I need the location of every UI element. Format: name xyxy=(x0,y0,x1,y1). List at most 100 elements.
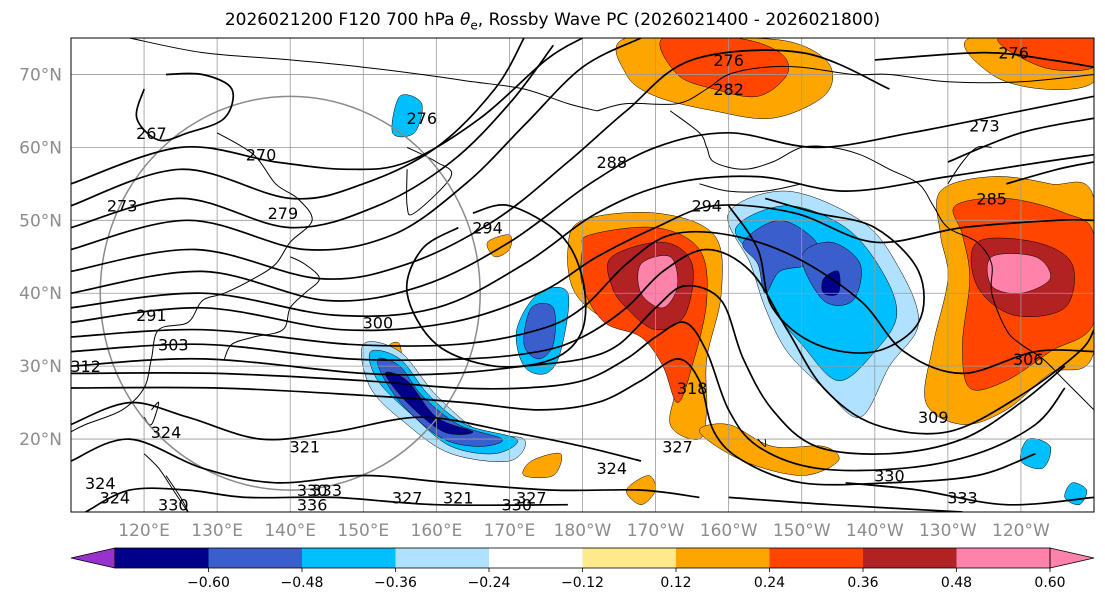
shaded-region xyxy=(384,371,474,435)
latitude-label: 40°N xyxy=(19,284,62,304)
theta-e-contour xyxy=(71,153,1094,318)
latitude-label: 50°N xyxy=(19,211,62,231)
map-title: 2026021200 F120 700 hPa θe, Rossby Wave … xyxy=(0,10,1105,32)
contour-label: 273 xyxy=(969,117,1000,136)
contour-label: 303 xyxy=(158,335,189,354)
colorbar-segment xyxy=(395,548,489,568)
theta-subscript: e xyxy=(470,18,478,33)
colorbar-tick-label: −0.12 xyxy=(561,575,604,591)
theta-e-contour xyxy=(71,38,583,185)
theta-e-contour xyxy=(71,38,525,207)
colorbar-tick-label: −0.36 xyxy=(374,575,417,591)
contour-label: 267 xyxy=(136,124,167,143)
contour-label: 285 xyxy=(976,189,1007,208)
colorbar-tick-label: −0.24 xyxy=(468,575,511,591)
longitude-label: 170°E xyxy=(484,521,536,541)
colorbar-segment xyxy=(302,548,396,568)
contour-label: 306 xyxy=(1013,350,1044,369)
title-suffix: , Rossby Wave PC (2026021400 - 202602180… xyxy=(477,10,881,30)
contour-label: 324 xyxy=(85,474,116,493)
colorbar-segment xyxy=(676,548,770,568)
gray-circle xyxy=(99,95,481,491)
latitude-label: 20°N xyxy=(19,430,62,450)
colorbar-tick-label: 0.24 xyxy=(754,575,785,591)
longitude-label: 150°W xyxy=(773,521,831,541)
colorbar-extend-min xyxy=(70,547,116,569)
contour-label: 327 xyxy=(392,488,423,507)
longitude-label: 170°W xyxy=(627,521,685,541)
colorbar-segment xyxy=(489,548,583,568)
contour-label: 294 xyxy=(691,197,722,216)
theta-e-contour xyxy=(727,197,925,354)
contour-label: 276 xyxy=(998,44,1029,63)
contour-label: 312 xyxy=(70,357,101,376)
theta-e-contour xyxy=(71,321,1066,472)
colorbar-segment xyxy=(863,548,957,568)
theta-e-contour xyxy=(135,72,235,142)
shaded-region xyxy=(1020,438,1052,470)
longitude-label: 150°E xyxy=(337,521,389,541)
contour-label: 309 xyxy=(918,408,949,427)
colorbar-tick-label: 0.36 xyxy=(847,575,878,591)
contour-label: 321 xyxy=(290,437,321,456)
theta-e-contour xyxy=(728,496,963,512)
theta-e-contour xyxy=(845,481,1094,506)
contour-label: 279 xyxy=(268,204,299,223)
theta-e-contour xyxy=(85,487,568,512)
contour-label: 333 xyxy=(311,481,342,500)
contour-label: 330 xyxy=(501,496,532,515)
longitude-label: 140°W xyxy=(846,521,904,541)
contour-label: 270 xyxy=(246,146,277,165)
theta-e-contour xyxy=(71,49,890,280)
colorbar-tick-label: 0.12 xyxy=(660,575,691,591)
contour-label: 294 xyxy=(472,219,503,238)
theta-e-contour xyxy=(71,248,1094,435)
latitude-label: 60°N xyxy=(19,138,62,158)
contour-label: 282 xyxy=(713,80,744,99)
contour-label: 324 xyxy=(151,423,182,442)
coastline xyxy=(129,38,598,112)
theta-e-contour xyxy=(1006,161,1094,185)
colorbar-segment xyxy=(769,548,863,568)
contour-label: 291 xyxy=(136,306,167,325)
colorbar-segment xyxy=(115,548,209,568)
longitude-label: 180°W xyxy=(554,521,612,541)
theta-e-contours xyxy=(71,38,1094,512)
coastline xyxy=(699,183,802,193)
colorbar-tick-label: 0.48 xyxy=(941,575,972,591)
shaded-region xyxy=(742,220,819,294)
theta-e-contour xyxy=(71,95,1094,302)
longitude-labels: 120°E 130°E 140°E 150°E 160°E 170°E 180°W 170°W… xyxy=(118,521,1050,541)
theta-e-contour xyxy=(71,204,1094,332)
colorbar-extend-max xyxy=(1049,547,1095,569)
theta-e-contour xyxy=(405,204,587,368)
contour-label: 324 xyxy=(596,459,627,478)
longitude-label: 140°E xyxy=(264,521,316,541)
latitude-labels: 70°N 60°N 50°N 40°N 30°N 20°N xyxy=(19,65,62,450)
latitude-label: 70°N xyxy=(19,65,62,85)
colorbar-tick-label: −0.48 xyxy=(281,575,324,591)
contour-label: 276 xyxy=(406,109,437,128)
colorbar-segment xyxy=(208,548,302,568)
longitude-label: 120°W xyxy=(992,521,1050,541)
colorbar-tick-label: −0.60 xyxy=(187,575,230,591)
contour-label: 330 xyxy=(297,481,328,500)
coastline xyxy=(406,146,453,216)
shaded-region xyxy=(377,357,503,447)
shaded-region xyxy=(986,253,1051,294)
gray-circle-outline xyxy=(99,95,481,491)
title-prefix: 2026021200 F120 700 hPa xyxy=(224,10,460,30)
longitude-label: 160°E xyxy=(411,521,463,541)
theta-e-contour xyxy=(71,230,1094,375)
map-frame xyxy=(70,37,1095,513)
coastline xyxy=(596,65,1094,112)
colorbar-segment xyxy=(956,548,1050,568)
contour-label: 273 xyxy=(107,197,138,216)
coastline xyxy=(669,110,1094,411)
plot-area: 267 270 273 279 276 294 288 294 276 282 276 273 285 2… xyxy=(70,38,1094,515)
shaded-region xyxy=(522,452,563,479)
colorbar: −0.60 −0.48 −0.36 −0.24 −0.12 0.12 0.24 0.36 0.4… xyxy=(70,547,1095,591)
latitude-label: 30°N xyxy=(19,357,62,377)
theta-e-contour xyxy=(947,117,1094,163)
